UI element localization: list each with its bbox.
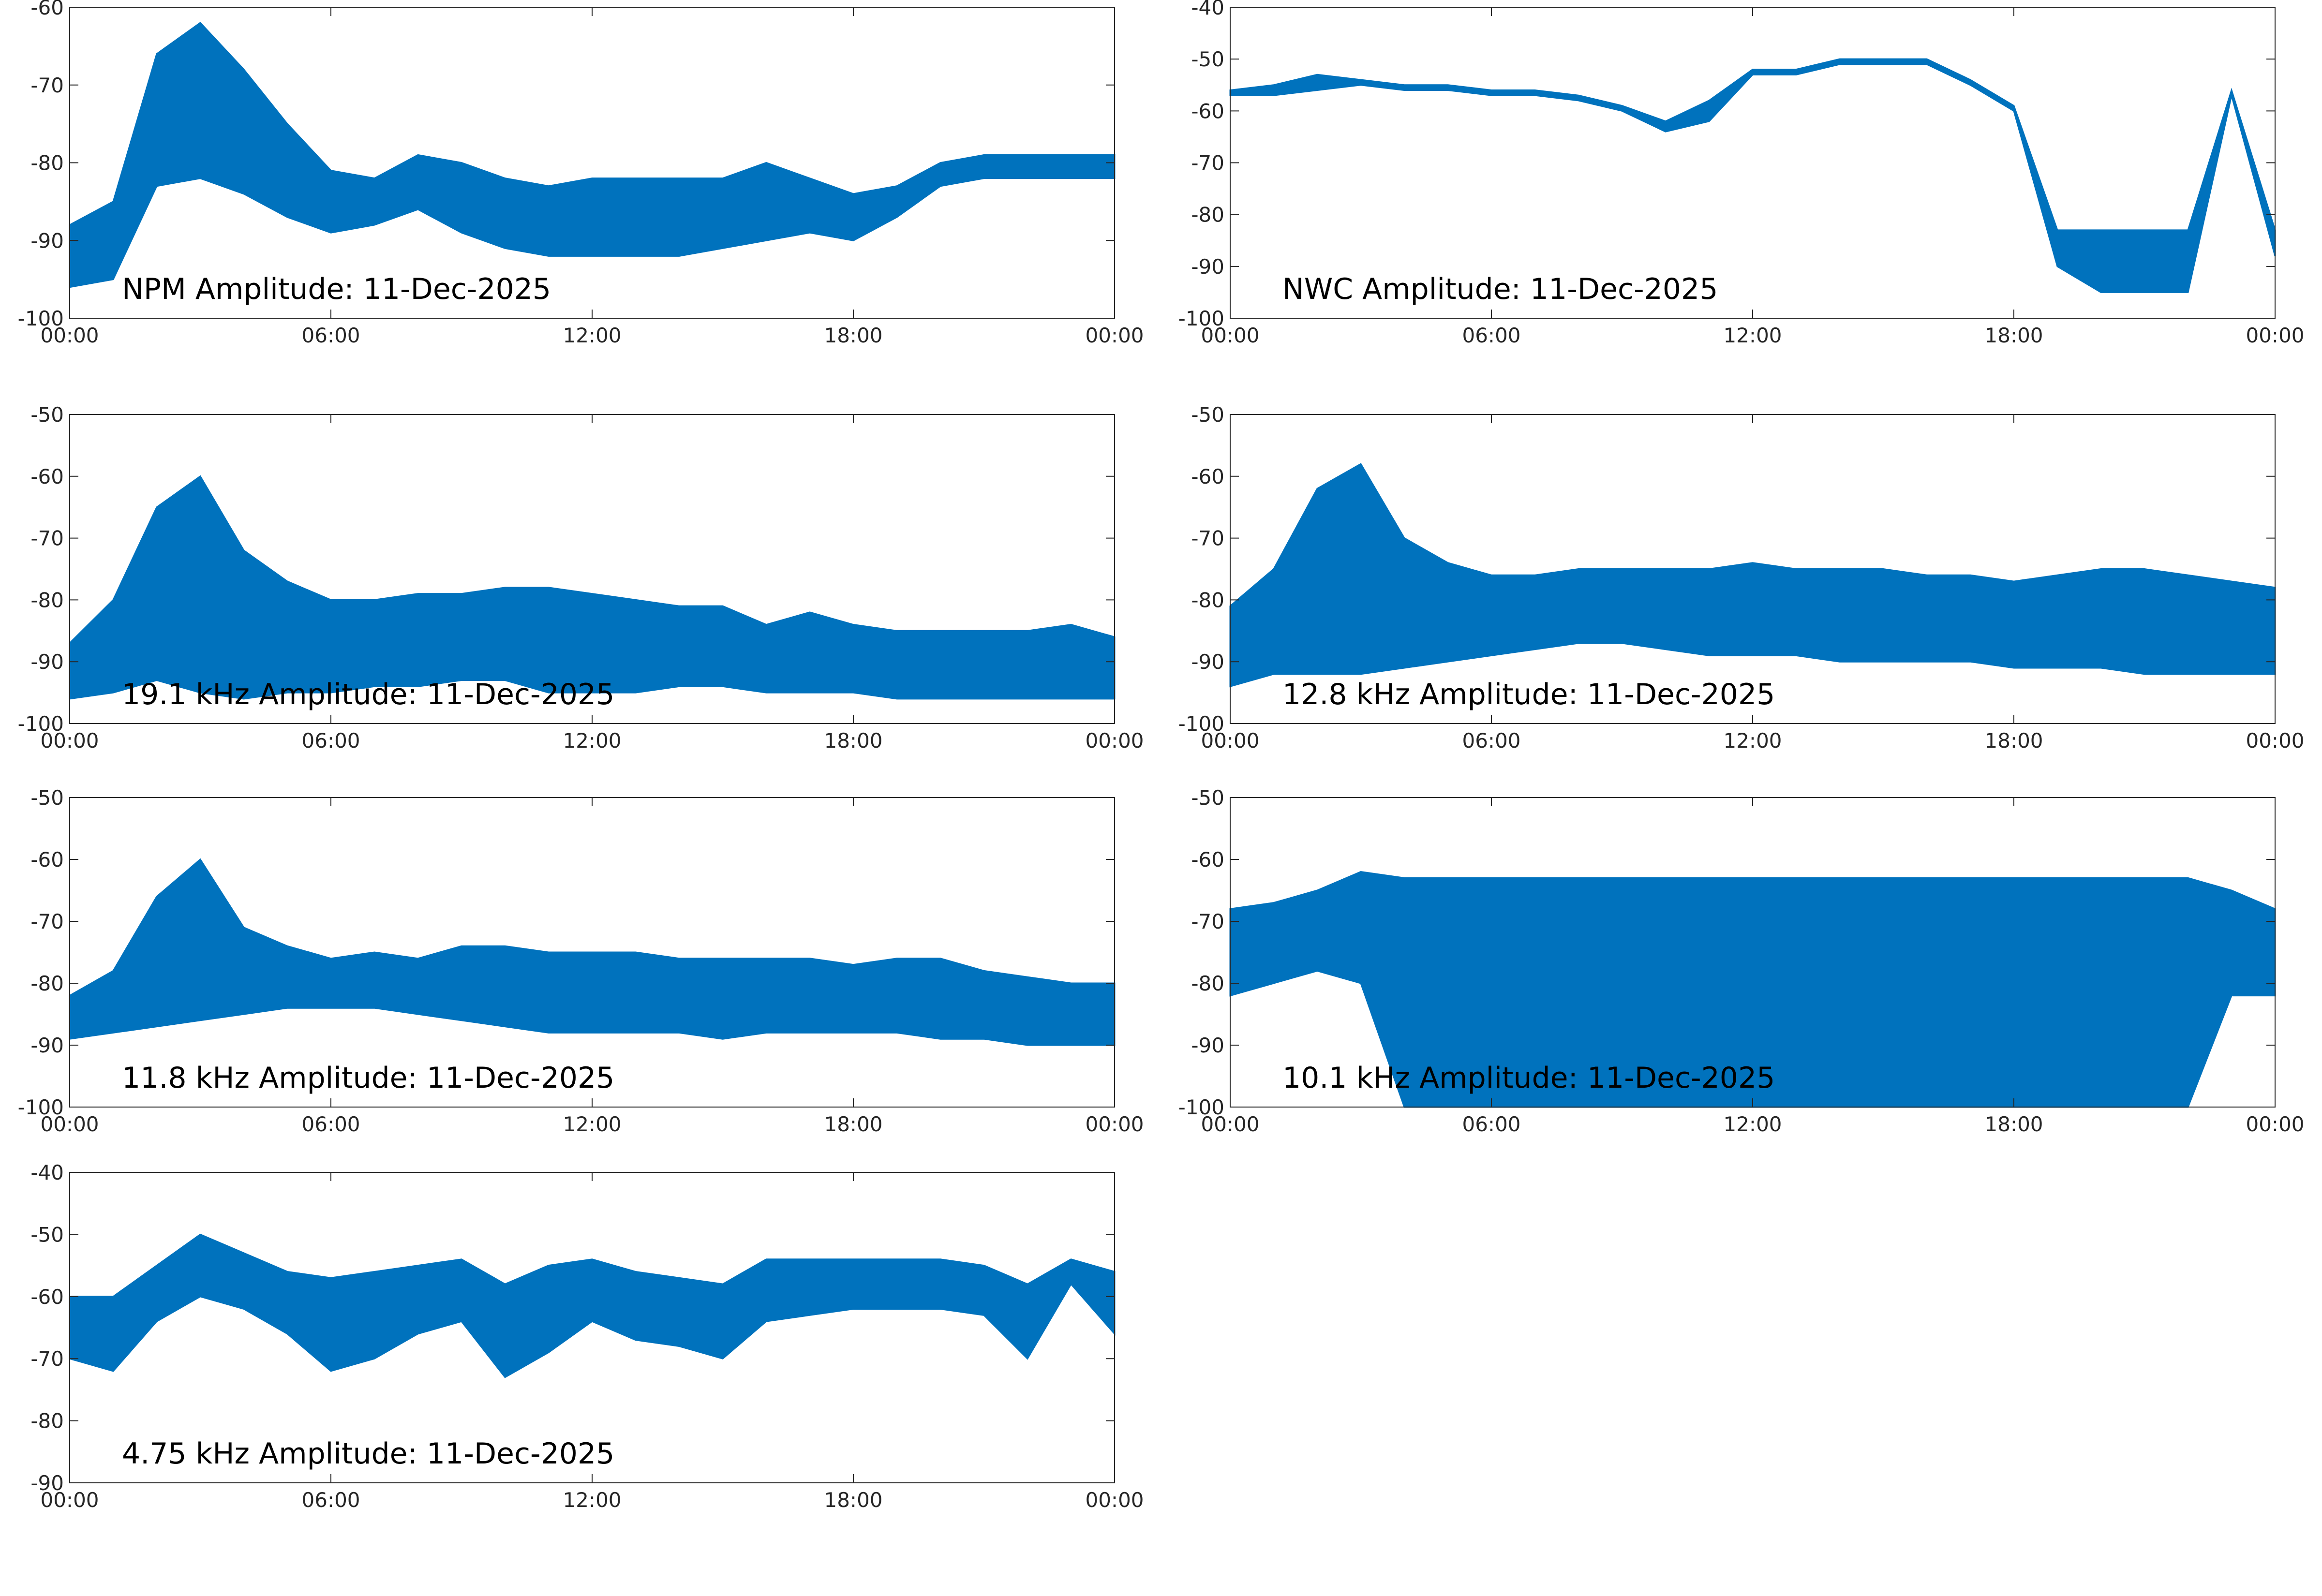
y-tick-label: -70 (30, 1347, 64, 1371)
x-tick-label: 18:00 (1984, 324, 2043, 347)
x-tick-label: 00:00 (2246, 1112, 2304, 1136)
x-tick-label: 00:00 (2246, 729, 2304, 753)
y-tick-label: -70 (1191, 910, 1224, 933)
y-tick-label: -100 (1178, 1095, 1224, 1119)
y-tick-label: -90 (30, 1034, 64, 1057)
panel-title: NPM Amplitude: 11-Dec-2025 (122, 272, 551, 306)
x-tick-label: 06:00 (301, 324, 360, 347)
x-tick-label: 12:00 (1723, 1112, 1782, 1136)
x-tick-label: 18:00 (824, 1488, 882, 1512)
y-tick-label: -90 (1191, 1034, 1224, 1057)
x-tick-label: 06:00 (301, 1488, 360, 1512)
y-tick-label: -70 (1191, 527, 1224, 550)
x-tick-label: 00:00 (40, 1488, 99, 1512)
x-tick-label: 06:00 (301, 729, 360, 753)
x-tick-label: 00:00 (1085, 1112, 1144, 1136)
x-tick-label: 18:00 (1984, 729, 2043, 753)
x-tick-label: 06:00 (301, 1112, 360, 1136)
x-tick-label: 06:00 (1462, 729, 1520, 753)
y-tick-label: -50 (1191, 47, 1224, 71)
x-tick-label: 06:00 (1462, 1112, 1520, 1136)
y-tick-label: -40 (30, 1161, 64, 1184)
x-tick-label: 12:00 (563, 1112, 621, 1136)
panel-title: 10.1 kHz Amplitude: 11-Dec-2025 (1282, 1061, 1775, 1095)
y-tick-label: -50 (30, 403, 64, 427)
y-tick-label: -70 (30, 527, 64, 550)
y-tick-label: -70 (30, 74, 64, 97)
x-tick-label: 18:00 (824, 1112, 882, 1136)
y-tick-label: -90 (1191, 255, 1224, 279)
panel-title: 19.1 kHz Amplitude: 11-Dec-2025 (122, 678, 614, 711)
y-tick-label: -60 (30, 465, 64, 488)
y-tick-label: -90 (1191, 650, 1224, 674)
x-tick-label: 00:00 (1201, 324, 1259, 347)
y-tick-label: -80 (1191, 203, 1224, 227)
y-tick-label: -50 (1191, 403, 1224, 427)
y-tick-label: -80 (30, 151, 64, 175)
y-tick-label: -70 (1191, 151, 1224, 175)
plot-area (70, 1172, 1115, 1483)
x-tick-label: 12:00 (1723, 729, 1782, 753)
x-tick-label: 18:00 (824, 729, 882, 753)
x-tick-label: 00:00 (1201, 1112, 1259, 1136)
y-tick-label: -60 (30, 848, 64, 872)
y-tick-label: -100 (18, 1095, 64, 1119)
y-tick-label: -100 (18, 712, 64, 736)
x-tick-label: 00:00 (1085, 1488, 1144, 1512)
x-tick-label: 12:00 (563, 1488, 621, 1512)
y-tick-label: -90 (30, 229, 64, 252)
y-tick-label: -80 (30, 1409, 64, 1433)
x-tick-label: 12:00 (563, 324, 621, 347)
y-tick-label: -80 (30, 972, 64, 995)
y-tick-label: -100 (18, 307, 64, 330)
y-tick-label: -70 (30, 910, 64, 933)
y-tick-label: -50 (1191, 786, 1224, 810)
y-tick-label: -100 (1178, 712, 1224, 736)
y-tick-label: -80 (1191, 588, 1224, 612)
y-tick-label: -60 (30, 1285, 64, 1309)
panel-title: 12.8 kHz Amplitude: 11-Dec-2025 (1282, 678, 1775, 711)
panel-title: NWC Amplitude: 11-Dec-2025 (1282, 272, 1718, 306)
y-tick-label: -100 (1178, 307, 1224, 330)
y-tick-label: -60 (30, 0, 64, 19)
panel-title: 4.75 kHz Amplitude: 11-Dec-2025 (122, 1437, 614, 1471)
y-tick-label: -40 (1191, 0, 1224, 19)
x-tick-label: 18:00 (1984, 1112, 2043, 1136)
x-tick-label: 00:00 (40, 324, 99, 347)
y-tick-label: -50 (30, 786, 64, 810)
x-tick-label: 18:00 (824, 324, 882, 347)
y-tick-label: -60 (1191, 465, 1224, 488)
y-tick-label: -50 (30, 1223, 64, 1246)
x-tick-label: 12:00 (1723, 324, 1782, 347)
x-tick-label: 00:00 (40, 729, 99, 753)
y-tick-label: -90 (30, 1471, 64, 1495)
y-tick-label: -60 (1191, 99, 1224, 123)
x-tick-label: 00:00 (1201, 729, 1259, 753)
x-tick-label: 00:00 (1085, 324, 1144, 347)
x-tick-label: 00:00 (2246, 324, 2304, 347)
x-tick-label: 06:00 (1462, 324, 1520, 347)
y-tick-label: -90 (30, 650, 64, 674)
x-tick-label: 12:00 (563, 729, 621, 753)
y-tick-label: -80 (30, 588, 64, 612)
y-tick-label: -60 (1191, 848, 1224, 872)
y-tick-label: -80 (1191, 972, 1224, 995)
panel-title: 11.8 kHz Amplitude: 11-Dec-2025 (122, 1061, 614, 1095)
x-tick-label: 00:00 (40, 1112, 99, 1136)
x-tick-label: 00:00 (1085, 729, 1144, 753)
